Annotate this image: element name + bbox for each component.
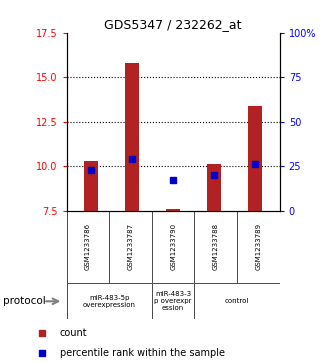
Title: GDS5347 / 232262_at: GDS5347 / 232262_at [105,19,242,32]
Bar [248,106,262,211]
Text: count: count [60,328,87,338]
Text: protocol: protocol [3,296,46,306]
Bar [207,164,221,211]
Bar [125,63,139,211]
Text: GSM1233789: GSM1233789 [255,223,261,270]
Text: GSM1233787: GSM1233787 [128,223,134,270]
Text: percentile rank within the sample: percentile rank within the sample [60,348,225,358]
Text: miR-483-5p
overexpression: miR-483-5p overexpression [83,295,136,308]
Text: miR-483-3
p overexpr
ession: miR-483-3 p overexpr ession [155,291,192,311]
Bar [84,161,98,211]
Text: GSM1233786: GSM1233786 [85,223,91,270]
Text: GSM1233790: GSM1233790 [170,223,176,270]
Text: control: control [225,298,249,304]
Bar [166,209,180,211]
Text: GSM1233788: GSM1233788 [213,223,219,270]
